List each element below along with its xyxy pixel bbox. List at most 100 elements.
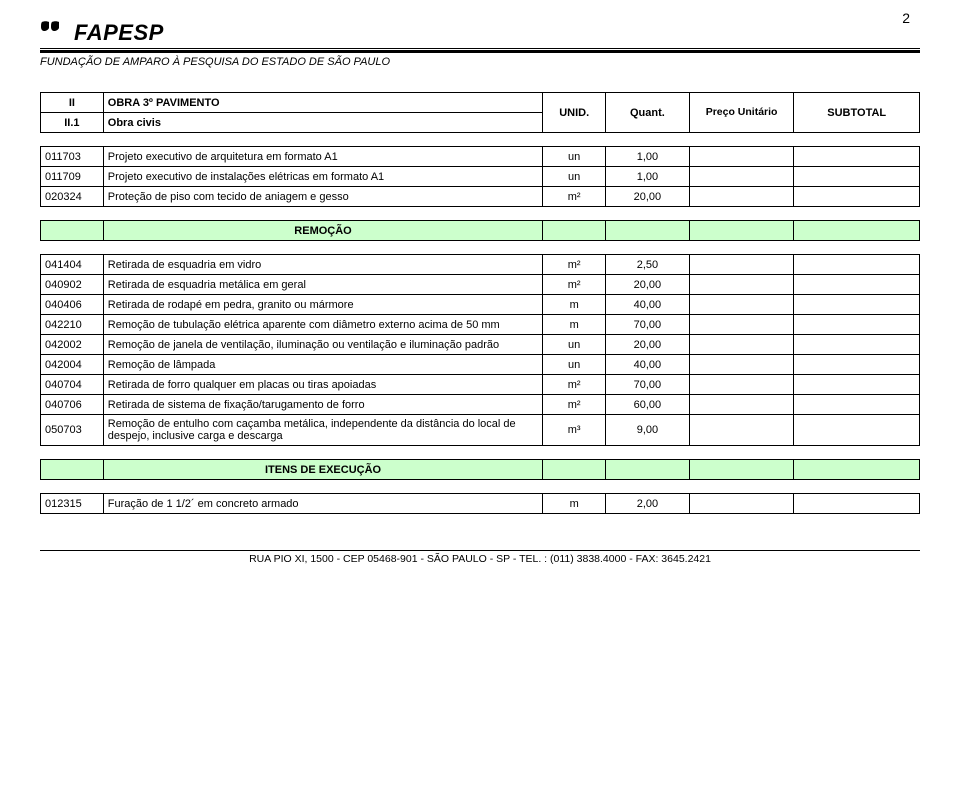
cell-unid: m [543, 494, 606, 514]
table-row: 042210 Remoção de tubulação elétrica apa… [41, 315, 920, 335]
cell-empty [689, 221, 794, 241]
page: 2 FAPESP FUNDAÇÃO DE AMPARO À PESQUISA D… [0, 0, 960, 585]
header-line-thin [40, 48, 920, 49]
cell-sub [794, 255, 920, 275]
cell-code: 041404 [41, 255, 104, 275]
cell-unid: m² [543, 275, 606, 295]
hdr-ii: II [41, 93, 104, 113]
cell-sub [794, 275, 920, 295]
cell-desc: Remoção de lâmpada [103, 355, 543, 375]
table-row: 042004 Remoção de lâmpada un 40,00 [41, 355, 920, 375]
cell-desc: Retirada de esquadria em vidro [103, 255, 543, 275]
table-row: 040406 Retirada de rodapé em pedra, gran… [41, 295, 920, 315]
cell-sub [794, 395, 920, 415]
cell-quant: 40,00 [606, 295, 690, 315]
cell-preco [689, 255, 794, 275]
hdr-preco: Preço Unitário [689, 93, 794, 133]
cell-preco [689, 147, 794, 167]
table-row: 042002 Remoção de janela de ventilação, … [41, 335, 920, 355]
cell-unid: m² [543, 187, 606, 207]
cell-quant: 9,00 [606, 415, 690, 446]
cell-quant: 60,00 [606, 395, 690, 415]
cell-code: 050703 [41, 415, 104, 446]
cell-empty [794, 221, 920, 241]
cell-code: 020324 [41, 187, 104, 207]
cell-sub [794, 355, 920, 375]
main-table: II OBRA 3º PAVIMENTO UNID. Quant. Preço … [40, 92, 920, 514]
subtitle: FUNDAÇÃO DE AMPARO À PESQUISA DO ESTADO … [40, 56, 920, 68]
cell-code: 011703 [41, 147, 104, 167]
table-row: 050703 Remoção de entulho com caçamba me… [41, 415, 920, 446]
cell-empty [606, 221, 690, 241]
cell-quant: 40,00 [606, 355, 690, 375]
cell-unid: un [543, 147, 606, 167]
cell-preco [689, 375, 794, 395]
cell-code: 042210 [41, 315, 104, 335]
cell-sub [794, 167, 920, 187]
header-logo: FAPESP [40, 20, 920, 46]
cell-quant: 1,00 [606, 147, 690, 167]
cell-unid: un [543, 167, 606, 187]
cell-code: 040706 [41, 395, 104, 415]
cell-code: 042002 [41, 335, 104, 355]
cell-quant: 20,00 [606, 187, 690, 207]
cell-quant: 20,00 [606, 275, 690, 295]
cell-unid: m² [543, 375, 606, 395]
header-line-thick [40, 50, 920, 53]
table-row: 040704 Retirada de forro qualquer em pla… [41, 375, 920, 395]
cell-preco [689, 315, 794, 335]
cell-empty [41, 460, 104, 480]
cell-desc: Remoção de janela de ventilação, ilumina… [103, 335, 543, 355]
cell-preco [689, 187, 794, 207]
cell-desc: Projeto executivo de arquitetura em form… [103, 147, 543, 167]
table-row: 012315 Furação de 1 1/2´ em concreto arm… [41, 494, 920, 514]
gap-row [41, 480, 920, 494]
cell-empty [41, 221, 104, 241]
cell-preco [689, 335, 794, 355]
cell-desc: Proteção de piso com tecido de aniagem e… [103, 187, 543, 207]
hdr-obracivis: Obra civis [103, 113, 543, 133]
cell-unid: m³ [543, 415, 606, 446]
hdr-unid: UNID. [543, 93, 606, 133]
cell-code: 012315 [41, 494, 104, 514]
cell-preco [689, 494, 794, 514]
section-itens-execucao: ITENS DE EXECUÇÃO [41, 460, 920, 480]
table-row: 041404 Retirada de esquadria em vidro m²… [41, 255, 920, 275]
cell-empty [606, 460, 690, 480]
cell-sub [794, 147, 920, 167]
cell-unid: m² [543, 395, 606, 415]
table-row: 040902 Retirada de esquadria metálica em… [41, 275, 920, 295]
cell-sub [794, 335, 920, 355]
cell-quant: 2,00 [606, 494, 690, 514]
cell-quant: 70,00 [606, 315, 690, 335]
gap-row [41, 133, 920, 147]
cell-sub [794, 315, 920, 335]
cell-code: 042004 [41, 355, 104, 375]
fapesp-logo-icon [40, 20, 68, 42]
cell-desc: Furação de 1 1/2´ em concreto armado [103, 494, 543, 514]
cell-unid: m² [543, 255, 606, 275]
table-row: 011703 Projeto executivo de arquitetura … [41, 147, 920, 167]
cell-empty [543, 460, 606, 480]
cell-desc: Projeto executivo de instalações elétric… [103, 167, 543, 187]
section-label: ITENS DE EXECUÇÃO [103, 460, 543, 480]
cell-desc: Retirada de forro qualquer em placas ou … [103, 375, 543, 395]
cell-sub [794, 494, 920, 514]
cell-preco [689, 167, 794, 187]
cell-sub [794, 415, 920, 446]
gap-row [41, 241, 920, 255]
cell-code: 040902 [41, 275, 104, 295]
cell-empty [543, 221, 606, 241]
hdr-quant: Quant. [606, 93, 690, 133]
header-row-1: II OBRA 3º PAVIMENTO UNID. Quant. Preço … [41, 93, 920, 113]
cell-desc: Retirada de esquadria metálica em geral [103, 275, 543, 295]
hdr-ii1: II.1 [41, 113, 104, 133]
cell-preco [689, 275, 794, 295]
cell-unid: un [543, 355, 606, 375]
cell-quant: 1,00 [606, 167, 690, 187]
cell-quant: 2,50 [606, 255, 690, 275]
hdr-obra3: OBRA 3º PAVIMENTO [103, 93, 543, 113]
cell-unid: un [543, 335, 606, 355]
footer: RUA PIO XI, 1500 - CEP 05468-901 - SÃO P… [40, 550, 920, 565]
cell-unid: m [543, 295, 606, 315]
